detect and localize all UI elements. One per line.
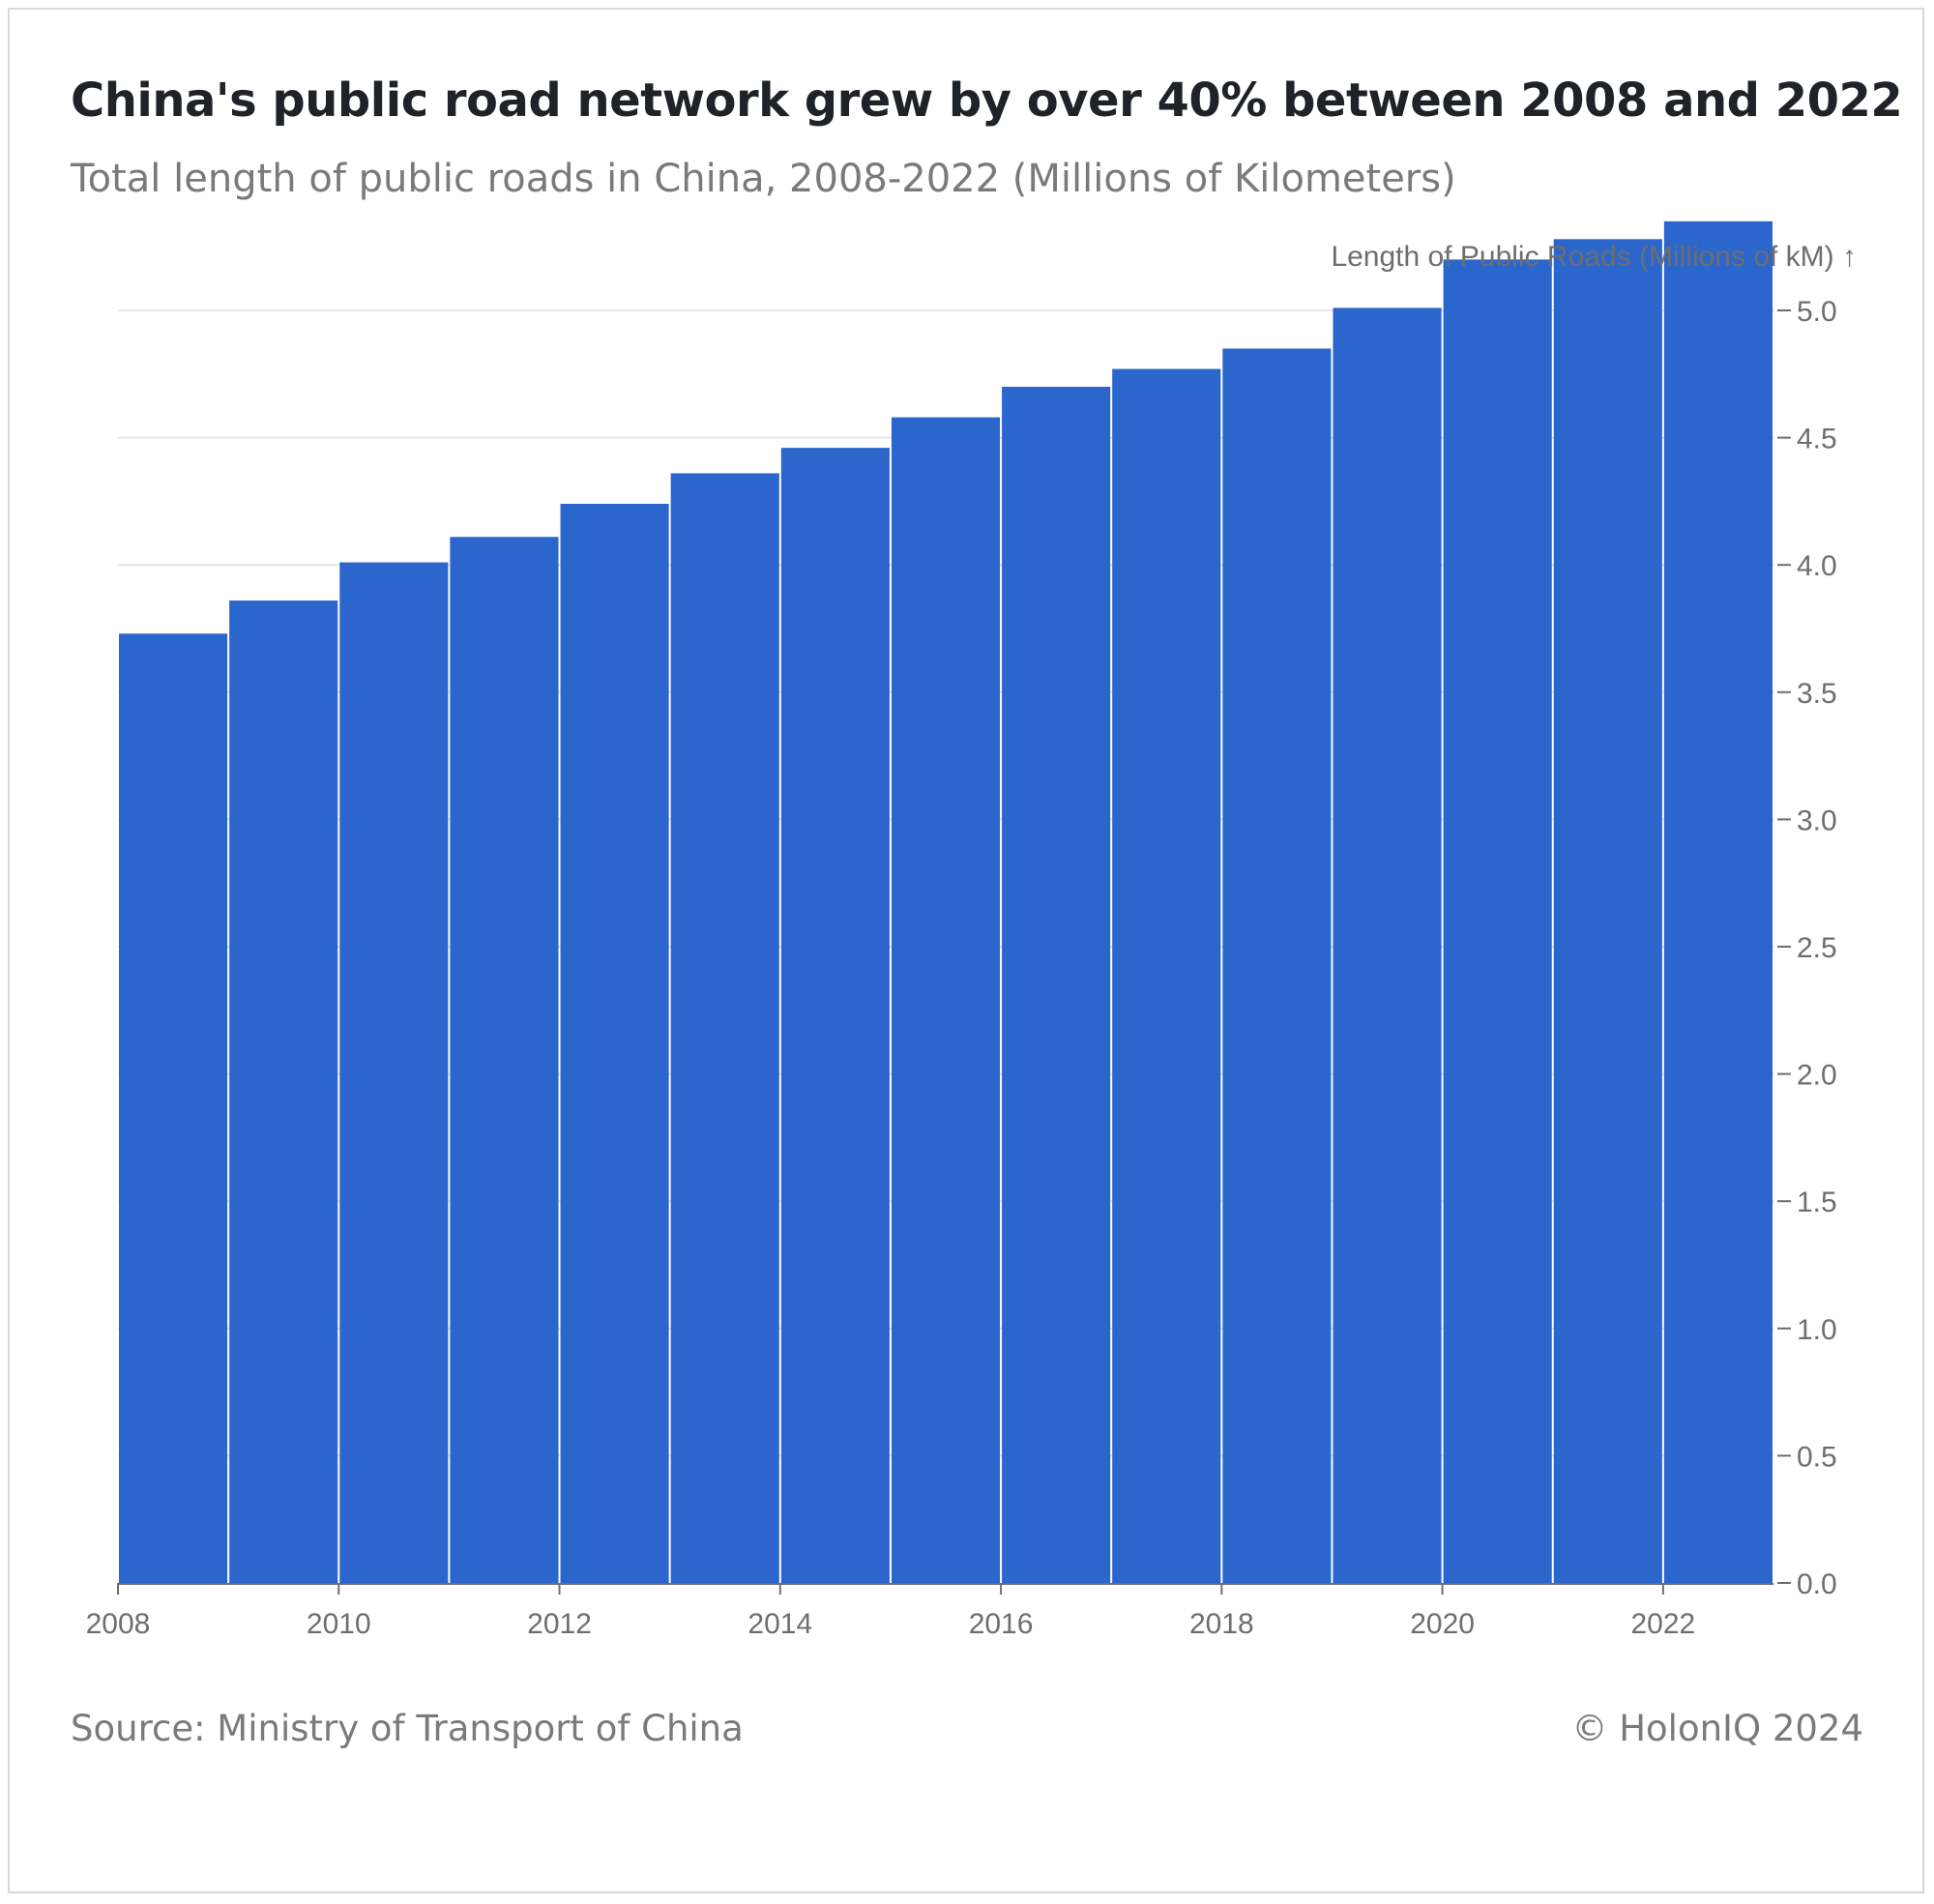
chart-subtitle: Total length of public roads in China, 2… xyxy=(71,157,1456,201)
y-axis-label: Length of Public Roads (Millions of kM) … xyxy=(1331,241,1857,273)
y-axis: 0.0 0.5 1.0 1.5 2.0 2.5 3.0 3.5 4.0 4.5 5.0 xyxy=(1777,296,1837,1600)
bar-2009 xyxy=(229,600,338,1583)
y-tick-label: 2.5 xyxy=(1797,932,1837,964)
x-tick-label: 2008 xyxy=(86,1608,151,1640)
source-note: Source: Ministry of Transport of China xyxy=(71,1708,744,1749)
x-tick-label: 2010 xyxy=(307,1608,371,1640)
x-tick-label: 2012 xyxy=(527,1608,592,1640)
bar-2020 xyxy=(1443,259,1552,1583)
bar-2022 xyxy=(1663,220,1773,1583)
y-tick-label: 3.5 xyxy=(1797,678,1837,710)
x-tick-label: 2022 xyxy=(1630,1608,1695,1640)
bar-2021 xyxy=(1553,239,1662,1584)
x-tick-label: 2018 xyxy=(1189,1608,1254,1640)
y-tick-label: 1.5 xyxy=(1797,1186,1837,1218)
bar-2008 xyxy=(119,633,228,1583)
bar-2013 xyxy=(670,473,779,1583)
bar-2012 xyxy=(560,504,669,1583)
y-tick-label: 3.0 xyxy=(1797,805,1837,836)
y-tick-label: 0.5 xyxy=(1797,1441,1837,1473)
bars xyxy=(119,220,1773,1584)
bar-2010 xyxy=(339,562,449,1583)
y-tick-label: 4.0 xyxy=(1797,550,1837,582)
bar-2014 xyxy=(780,448,890,1584)
y-tick-label: 5.0 xyxy=(1797,296,1837,328)
x-tick-label: 2014 xyxy=(747,1608,812,1640)
y-tick-label: 4.5 xyxy=(1797,424,1837,455)
y-tick-label: 2.0 xyxy=(1797,1060,1837,1092)
y-tick-label: 1.0 xyxy=(1797,1314,1837,1346)
x-axis: 2008 2010 2012 2014 2016 2018 2020 2022 xyxy=(86,1583,1773,1640)
x-tick-label: 2020 xyxy=(1410,1608,1475,1640)
bar-2019 xyxy=(1333,308,1442,1583)
bar-2017 xyxy=(1112,368,1221,1583)
y-tick-label: 0.0 xyxy=(1797,1568,1837,1600)
bar-2015 xyxy=(891,417,1001,1584)
copyright: © HolonIQ 2024 xyxy=(1571,1708,1863,1749)
x-tick-label: 2016 xyxy=(969,1608,1034,1640)
bar-2011 xyxy=(450,537,559,1583)
chart-title: China's public road network grew by over… xyxy=(71,73,1903,128)
bar-2018 xyxy=(1222,348,1332,1584)
bar-2016 xyxy=(1002,386,1111,1584)
